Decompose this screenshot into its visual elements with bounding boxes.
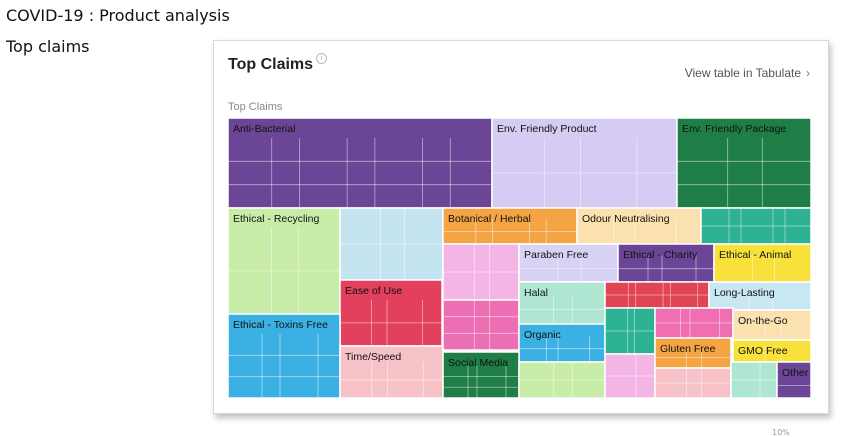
treemap-tile-label: Other	[782, 367, 809, 379]
treemap-tile[interactable]: Halal	[518, 281, 606, 325]
treemap-tile[interactable]: Env. Friendly Product	[491, 117, 678, 209]
page-subtitle: Top claims	[6, 37, 90, 56]
footer-mark: 10%	[772, 428, 790, 437]
treemap-tile[interactable]	[604, 353, 656, 399]
treemap-tile[interactable]: GMO Free	[732, 339, 812, 363]
treemap-tile-label: Ethical - Recycling	[233, 213, 320, 225]
treemap-tile[interactable]	[604, 307, 656, 355]
treemap-tile-rect	[442, 299, 520, 351]
view-table-label: View table in Tabulate	[684, 66, 801, 80]
treemap-tile-rect	[776, 361, 812, 399]
info-icon[interactable]: i	[316, 53, 327, 64]
treemap-tile[interactable]	[604, 281, 710, 309]
treemap-tile[interactable]: Other	[776, 361, 812, 399]
treemap-tile[interactable]	[654, 367, 732, 399]
view-table-link[interactable]: View table in Tabulate ›	[685, 66, 810, 80]
treemap-tile[interactable]: Ethical - Charity	[617, 243, 715, 283]
treemap-tile[interactable]: Ethical - Recycling	[227, 207, 341, 315]
treemap-tile[interactable]: Ethical - Animal	[713, 243, 812, 283]
treemap-tile-label: Ethical - Animal	[719, 249, 791, 261]
treemap-tile-label: Ethical - Charity	[623, 249, 698, 261]
treemap-tile-rect	[518, 323, 606, 363]
treemap-tile[interactable]	[730, 361, 778, 399]
treemap-tile-rect	[518, 243, 619, 283]
treemap-tile[interactable]	[442, 299, 520, 351]
treemap-tile-rect	[654, 337, 732, 369]
chevron-right-icon: ›	[806, 66, 810, 80]
treemap-tile[interactable]: Social Media	[442, 351, 520, 399]
treemap-tile-label: Long-Lasting	[714, 287, 775, 299]
treemap-tile-label: Env. Friendly Product	[497, 123, 597, 135]
treemap-tile-label: Paraben Free	[524, 249, 588, 261]
treemap-tile-label: Env. Friendly Package	[682, 123, 786, 135]
treemap-tile[interactable]	[700, 207, 812, 245]
treemap-tile[interactable]: On-the-Go	[732, 309, 812, 341]
card-title: Top Claims	[228, 56, 314, 73]
treemap-tile[interactable]: Ethical - Toxins Free	[227, 313, 341, 399]
treemap-tile[interactable]: Env. Friendly Package	[676, 117, 812, 209]
treemap-tile-rect	[676, 117, 812, 209]
treemap-tile-rect	[227, 207, 341, 315]
treemap-tile-label: Ethical - Toxins Free	[233, 319, 328, 331]
treemap-tile[interactable]	[654, 307, 734, 339]
treemap-tile-rect	[442, 207, 578, 245]
treemap-tile[interactable]: Gluten Free	[654, 337, 732, 369]
treemap-tile-rect	[339, 345, 444, 399]
treemap-tile-label: GMO Free	[738, 345, 788, 357]
treemap-tile[interactable]: Anti-Bacterial	[227, 117, 493, 209]
treemap-tile[interactable]: Long-Lasting	[708, 281, 812, 311]
treemap-tile-label: Ease of Use	[345, 285, 402, 297]
treemap-tile[interactable]: Botanical / Herbal	[442, 207, 578, 245]
treemap-tile-label: Organic	[524, 329, 561, 341]
treemap-tile[interactable]	[518, 361, 606, 399]
treemap-tile[interactable]	[339, 207, 444, 281]
treemap-tile[interactable]: Odour Neutralising	[576, 207, 702, 245]
treemap-tile[interactable]: Time/Speed	[339, 345, 444, 399]
treemap-tile-label: Gluten Free	[660, 343, 716, 355]
treemap-tile-label: Social Media	[448, 357, 508, 369]
treemap-tile-rect	[227, 313, 341, 399]
treemap-tile[interactable]: Ease of Use	[339, 279, 443, 347]
treemap-tile-rect	[518, 281, 606, 325]
treemap-tile-rect	[713, 243, 812, 283]
treemap-tile-label: Time/Speed	[345, 351, 401, 363]
treemap-tile[interactable]: Organic	[518, 323, 606, 363]
page-title: COVID-19 : Product analysis	[6, 6, 230, 25]
treemap-tile[interactable]: Paraben Free	[518, 243, 619, 283]
chart-caption: Top Claims	[228, 101, 283, 113]
treemap-tile-label: On-the-Go	[738, 315, 788, 327]
treemap-tile-label: Halal	[524, 287, 548, 299]
treemap-tile[interactable]	[442, 243, 520, 301]
treemap-tile-label: Odour Neutralising	[582, 213, 670, 225]
treemap-tile-label: Anti-Bacterial	[233, 123, 295, 135]
treemap-tile-rect	[339, 279, 443, 347]
treemap-tile-label: Botanical / Herbal	[448, 213, 531, 225]
